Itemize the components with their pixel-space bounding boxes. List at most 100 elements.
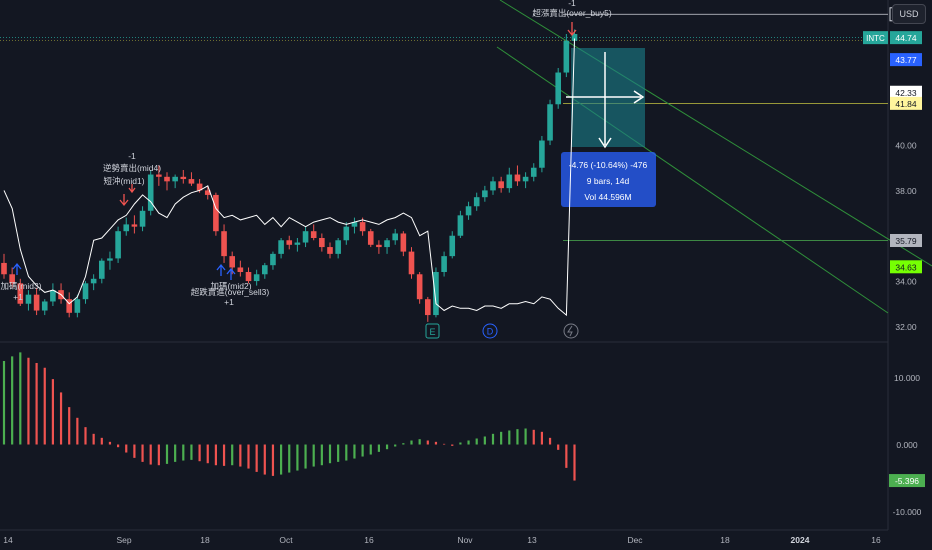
grid [0,0,889,530]
candlestick-series [1,29,578,322]
price-tick: 32.00 [895,322,917,332]
mid1-signal-label: 短沖(mid1) [103,176,144,186]
price-label-bg [890,233,922,247]
flash-event-icon [563,323,579,339]
candle-body [539,140,545,168]
candle-body [25,294,32,304]
measure-tool[interactable]: -4.76 (-10.64%) -476 9 bars, 14d Vol 44.59… [561,48,656,207]
ticker-tag-bg [863,31,888,45]
time-label: 16 [871,535,881,545]
price-label-bg [890,31,922,45]
measure-bars: 9 bars, 14d [587,176,630,186]
price-label: 42.33 [895,88,917,98]
candle-body [50,290,56,302]
time-label: 2024 [791,535,810,545]
price-label-bg [890,53,922,67]
price-label: 35.79 [895,236,917,246]
candle-body [123,224,130,232]
oscillator-histogram [2,352,576,481]
candle-body [376,244,382,248]
earnings-icon-label: E [429,327,435,337]
time-label: 18 [720,535,730,545]
candle-body [221,231,227,257]
candle-body [9,274,15,284]
top-signal-label: 超漲賣出(over_buy5) [532,8,612,18]
candle-body [286,240,293,245]
price-axis[interactable]: 45.7744.7443.7742.3341.8440.0038.0035.79… [863,7,923,332]
candle-body [82,283,89,300]
candle-body [441,256,447,272]
candle-body [139,210,146,227]
candle-body [343,226,350,241]
candle-body [294,242,301,245]
sell-arrow-icon [567,22,577,37]
candle-body [449,235,456,257]
candle-body [400,233,407,252]
price-label: 44.74 [895,33,917,43]
candle-body [164,176,170,182]
time-label: Dec [627,535,643,545]
candle-body [90,278,97,284]
candle-body [188,179,195,184]
candle-body [253,274,260,282]
candle-body [359,222,366,232]
osc-label-bg [889,474,925,488]
overlay-polyline [3,38,575,317]
time-label: Oct [279,535,293,545]
candle-body [310,231,317,238]
price-tick: 38.00 [895,186,917,196]
oscillator-axis[interactable]: 10.000 0.000 -5.396 -10.000 [889,373,925,517]
mid3-signal-count: +1 [13,292,23,302]
trend-line-lower [496,46,889,314]
candle-body [482,190,488,198]
dividend-icon-label: D [487,327,494,337]
time-label: Sep [116,535,131,545]
time-label: Nov [457,535,473,545]
mid4-signal-label: 逆勢賣出(mid4) [103,163,161,173]
candle-body [237,267,244,272]
time-axis[interactable]: 14 Sep 18 Oct 16 Nov 13 Dec 18 2024 16 [0,529,888,545]
candle-body [99,260,105,279]
sell3-signal-label: 超跌賣進(over_sell3) [191,287,270,297]
candle-body [74,299,81,313]
price-tick: 40.00 [895,141,917,151]
candle-body [433,272,439,316]
candle-body [522,176,529,182]
candle-body [229,256,235,268]
candle-body [1,262,7,275]
horizontal-levels [0,13,888,241]
candle-body [17,283,24,304]
price-label: 41.84 [895,99,917,109]
candle-body [66,299,72,313]
candle-body [335,240,341,254]
sell-arrow-icon [128,184,136,194]
mid2-signal-label: 加碼(mid2) [210,281,251,291]
sell-arrow-icon [119,194,129,207]
candle-body [156,174,162,177]
candle-body [408,251,415,275]
candle-body [547,104,553,141]
earnings-icon [425,323,440,339]
candle-body [473,197,480,207]
top-signal-count: -1 [568,0,576,8]
candle-body [245,272,252,282]
candle-body [172,176,178,182]
sell3-signal-count: +1 [224,297,234,307]
currency-button[interactable]: USD [892,4,926,24]
candle-body [131,224,138,227]
ticker-tag: INTC [866,34,885,43]
price-label: 34.63 [895,262,917,272]
overlay-line [3,38,575,317]
dividend-icon [482,323,498,339]
candle-body [270,253,276,266]
price-label-bg [890,96,922,110]
candle-body [180,176,187,180]
signal-annotations: -1超漲賣出(over_buy5)-1逆勢賣出(mid4)短沖(mid1)加碼(… [0,0,611,307]
candle-body [204,190,211,195]
candle-body [465,206,472,216]
buy-arrow-icon [12,262,22,275]
candle-body [33,294,40,311]
trend-line-upper [499,0,932,267]
price-label-bg [890,260,922,274]
